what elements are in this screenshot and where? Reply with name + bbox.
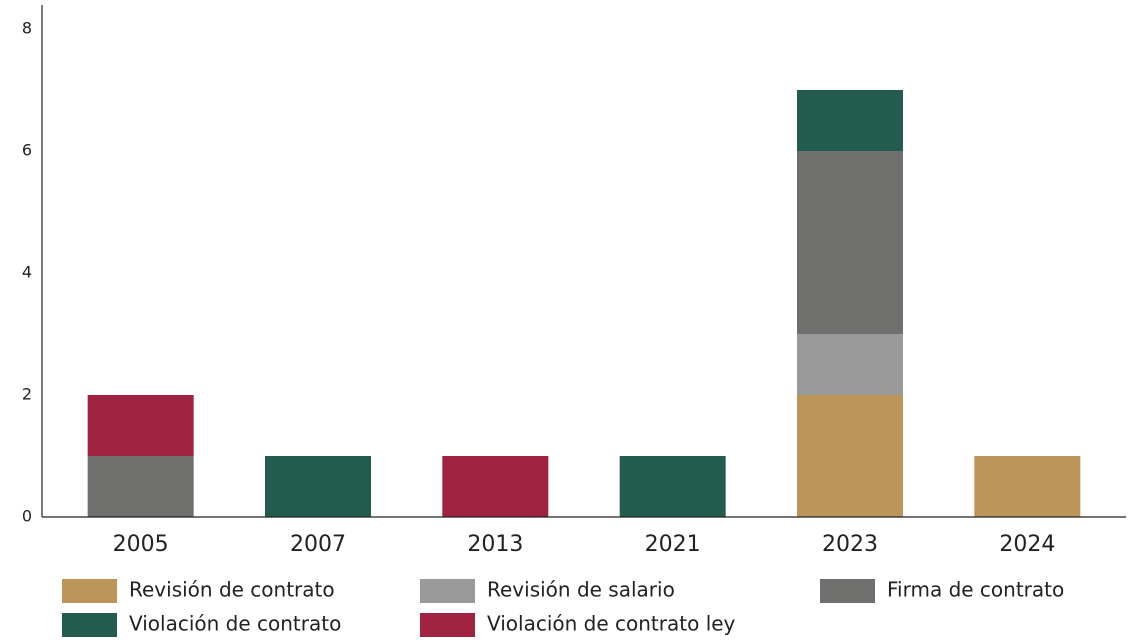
legend-label: Violación de contrato (129, 612, 341, 636)
x-tick-label: 2005 (113, 532, 169, 557)
x-tick-label: 2023 (822, 532, 878, 557)
bar-segment (974, 456, 1081, 517)
x-tick-label: 2024 (999, 532, 1055, 557)
legend-swatch (420, 579, 475, 603)
bar-segment (797, 395, 903, 517)
y-tick-label: 4 (22, 263, 32, 282)
bar-segment (797, 334, 903, 395)
bar-segment (87, 395, 194, 456)
legend-label: Violación de contrato ley (487, 612, 736, 636)
y-tick-label: 6 (22, 141, 32, 160)
x-tick-label: 2021 (645, 532, 701, 557)
legend-swatch (62, 579, 117, 603)
legend-swatch (420, 613, 475, 637)
bar-segment (265, 456, 371, 517)
y-tick-label: 8 (22, 19, 32, 38)
y-tick-label: 0 (22, 507, 32, 526)
legend-label: Revisión de salario (487, 578, 675, 602)
legend-swatch (820, 579, 875, 603)
legend-label: Revisión de contrato (129, 578, 335, 602)
x-tick-label: 2013 (467, 532, 523, 557)
bar-segment (797, 90, 903, 151)
bar-segment (442, 456, 549, 517)
legend-label: Firma de contrato (887, 578, 1064, 602)
y-tick-label: 2 (22, 385, 32, 404)
x-tick-label: 2007 (290, 532, 346, 557)
bar-segment (797, 151, 903, 334)
bar-segment (87, 456, 194, 517)
legend-swatch (62, 613, 117, 637)
bar-segment (619, 456, 726, 517)
